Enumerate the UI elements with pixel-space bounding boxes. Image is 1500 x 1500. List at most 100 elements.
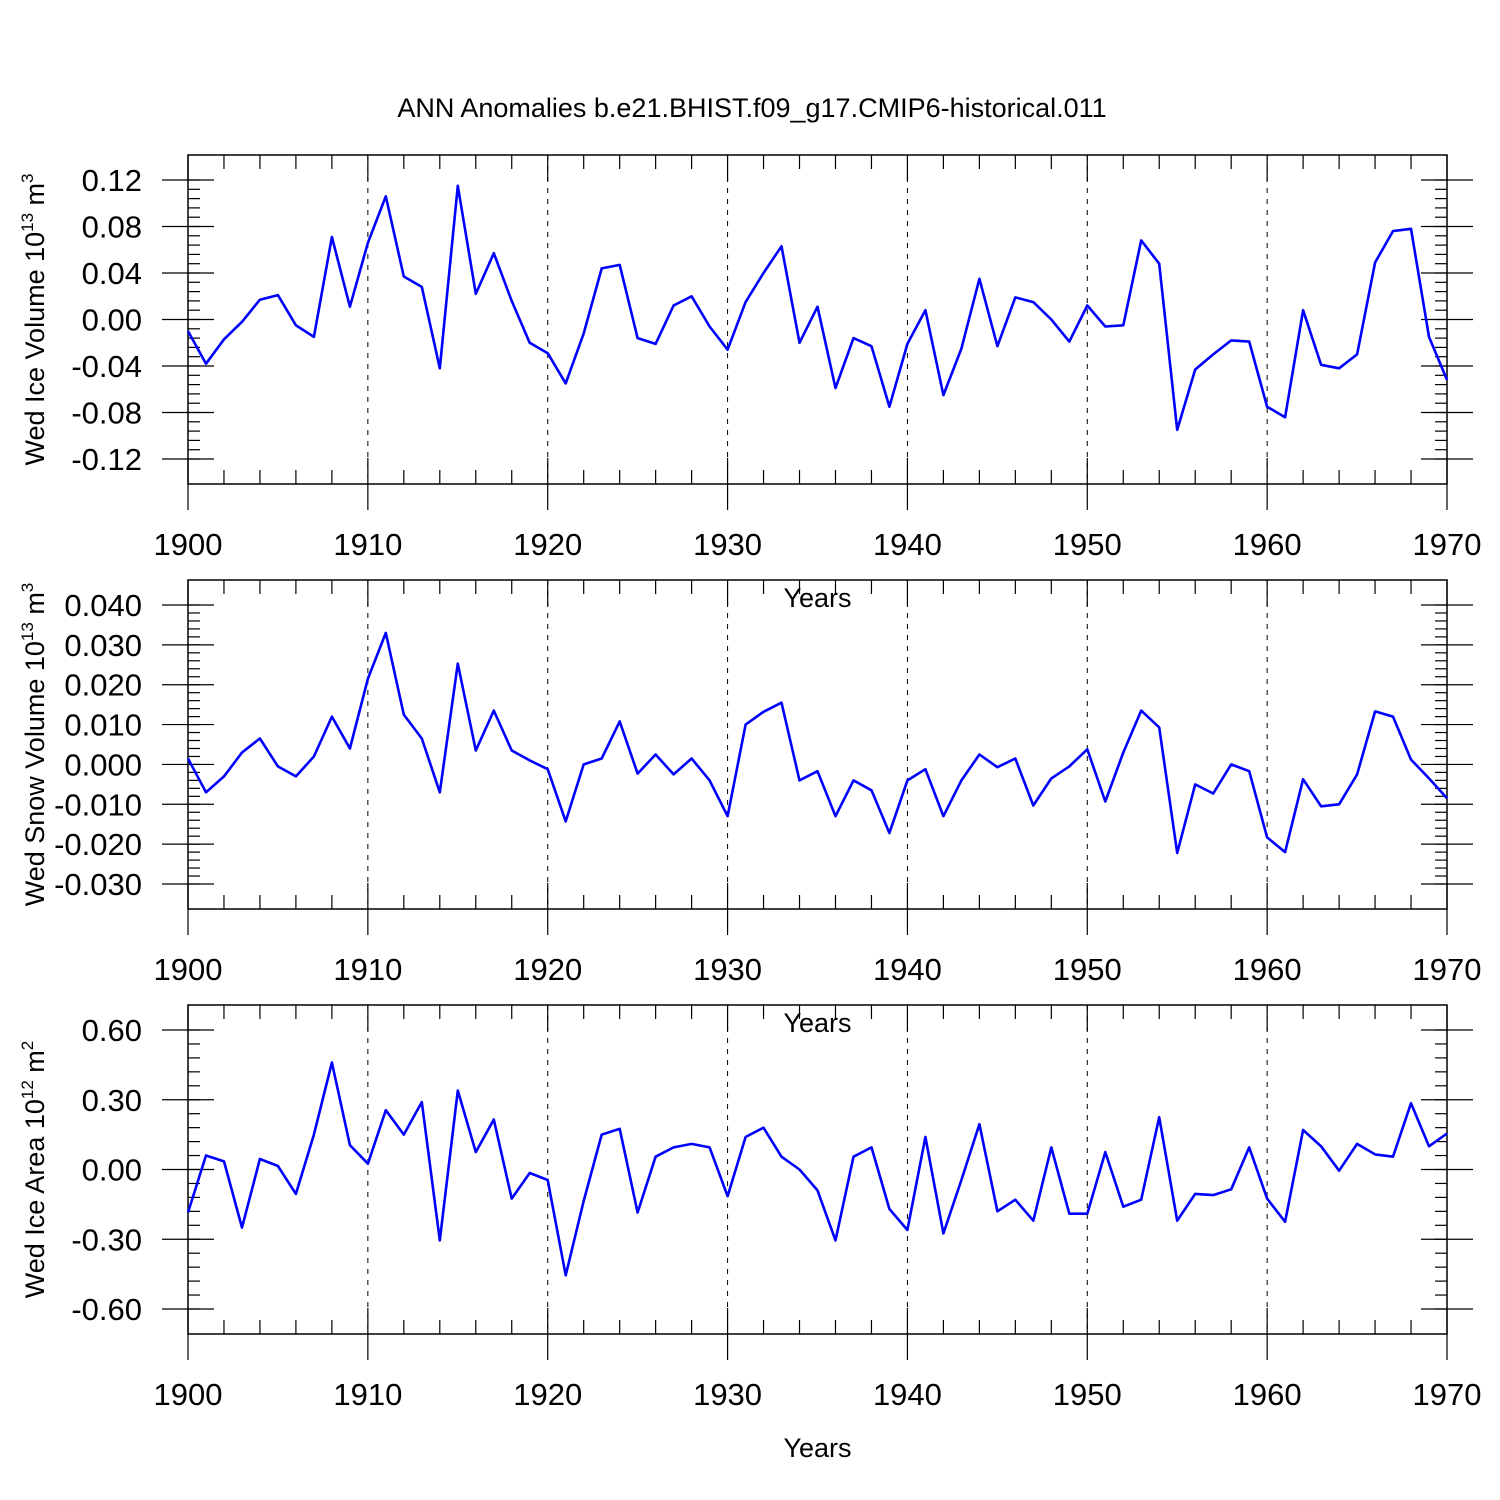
snow-volume-data-point	[1140, 709, 1142, 711]
ice-volume-x-tick-label: 1940	[873, 527, 942, 562]
ice-area-data-point	[1248, 1146, 1250, 1148]
ice-area-data-point	[331, 1061, 333, 1063]
ice-volume-data-point	[870, 345, 872, 347]
ice-area-data-point	[852, 1156, 854, 1158]
ice-area-data-point	[1338, 1169, 1340, 1171]
ice-volume-y-tick-label: 0.00	[82, 303, 142, 338]
ice-volume-data-point	[852, 337, 854, 339]
snow-volume-x-axis-title: Years	[783, 1008, 851, 1038]
ice-area-data-point	[960, 1179, 962, 1181]
ice-area-data-point	[942, 1232, 944, 1234]
snow-volume-data-point	[996, 766, 998, 768]
snow-volume-x-tick-label: 1970	[1413, 952, 1482, 987]
snow-volume-data-point	[1356, 773, 1358, 775]
ice-volume-data-point	[726, 349, 728, 351]
ice-area-data-point	[439, 1239, 441, 1241]
ice-volume-data-point	[1068, 340, 1070, 342]
snow-volume-y-tick-label: 0.020	[64, 668, 142, 703]
snow-volume-data-point	[762, 711, 764, 713]
ice-volume-data-point	[367, 242, 369, 244]
ice-area-data-point	[1320, 1145, 1322, 1147]
ice-area-data-point	[1032, 1219, 1034, 1221]
snow-volume-data-point	[493, 709, 495, 711]
ice-volume-data-point	[1230, 339, 1232, 341]
ice-volume-data-point	[349, 306, 351, 308]
snow-volume-data-point	[1050, 777, 1052, 779]
ice-volume-data-point	[636, 337, 638, 339]
ice-area-data-point	[1392, 1156, 1394, 1158]
snow-volume-data-point	[1176, 852, 1178, 854]
ice-volume-data-point	[1320, 364, 1322, 366]
ice-area-data-point	[259, 1158, 261, 1160]
snow-volume-data-point	[511, 749, 513, 751]
ice-area-data-point	[924, 1136, 926, 1138]
ice-volume-data-point	[1392, 230, 1394, 232]
snow-volume-data-point	[565, 820, 567, 822]
ice-volume-data-point	[1374, 261, 1376, 263]
ice-volume-data-point	[906, 343, 908, 345]
ice-volume-plot-frame	[187, 154, 1448, 485]
ice-volume-data-point	[259, 299, 261, 301]
ice-area-x-tick-label: 1950	[1053, 1377, 1122, 1412]
ice-area-data-point	[547, 1179, 549, 1181]
ice-volume-data-point	[618, 264, 620, 266]
ice-area-series-line	[186, 1061, 1448, 1277]
ice-volume-data-point	[978, 278, 980, 280]
snow-volume-data-point	[816, 770, 818, 772]
ice-area-data-point	[349, 1144, 351, 1146]
ice-area-data-point	[493, 1118, 495, 1120]
snow-volume-data-point	[1374, 710, 1376, 712]
ice-area-x-tick-label: 1930	[693, 1377, 762, 1412]
ice-area-data-point	[241, 1226, 243, 1228]
snow-volume-data-point	[726, 815, 728, 817]
ice-volume-data-point	[816, 306, 818, 308]
ice-area-y-tick-label: -0.60	[71, 1292, 142, 1327]
ice-volume-y-tick-label: 0.04	[82, 256, 142, 291]
ice-volume-data-point	[565, 382, 567, 384]
ice-volume-x-tick-label: 1970	[1413, 527, 1482, 562]
snow-volume-data-point	[690, 757, 692, 759]
panel-snow-volume: 1900 1910 1920 1930 1940 1950 1960 1970 -0.030 -0…	[18, 579, 1482, 1038]
ice-volume-data-point	[457, 185, 459, 187]
ice-area-data-point	[367, 1162, 369, 1164]
ice-area-data-point	[708, 1146, 710, 1148]
ice-area-data-point	[1230, 1188, 1232, 1190]
snow-volume-data-point	[1428, 777, 1430, 779]
snow-volume-data-point	[1068, 765, 1070, 767]
ice-area-data-point	[834, 1239, 836, 1241]
snow-volume-data-point	[241, 751, 243, 753]
ice-volume-data-point	[1122, 324, 1124, 326]
ice-area-data-point	[1158, 1116, 1160, 1118]
ice-area-data-point	[529, 1172, 531, 1174]
snow-volume-x-tick-label: 1960	[1233, 952, 1302, 987]
ice-volume-data-point	[1158, 263, 1160, 265]
ice-volume-data-point	[1050, 318, 1052, 320]
snow-volume-data-point	[978, 753, 980, 755]
ice-area-data-point	[600, 1133, 602, 1135]
snow-volume-data-point	[475, 749, 477, 751]
snow-volume-data-point	[367, 678, 369, 680]
snow-volume-x-tick-label: 1940	[873, 952, 942, 987]
snow-volume-data-point	[708, 779, 710, 781]
ice-volume-data-point	[690, 295, 692, 297]
snow-volume-data-point	[1248, 770, 1250, 772]
ice-area-data-point	[1284, 1221, 1286, 1223]
ice-volume-x-tick-label: 1920	[513, 527, 582, 562]
snow-volume-data-point	[834, 815, 836, 817]
ice-area-data-point	[582, 1200, 584, 1202]
snow-volume-data-point	[1302, 778, 1304, 780]
ice-volume-data-point	[529, 342, 531, 344]
ice-volume-data-point	[654, 343, 656, 345]
ice-area-y-axis-title: Wed Ice Area 1012 m2	[18, 1041, 50, 1299]
ice-area-data-point	[1410, 1102, 1412, 1104]
snow-volume-data-point	[1032, 804, 1034, 806]
ice-area-data-point	[690, 1143, 692, 1145]
ice-volume-data-point	[1086, 304, 1088, 306]
snow-volume-plot-frame	[187, 579, 1448, 910]
ice-volume-data-point	[1338, 367, 1340, 369]
snow-volume-data-point	[1194, 783, 1196, 785]
ice-volume-data-point	[313, 336, 315, 338]
ice-area-y-tick-label: 0.60	[82, 1013, 142, 1048]
ice-area-data-point	[1374, 1153, 1376, 1155]
ice-area-data-point	[403, 1133, 405, 1135]
